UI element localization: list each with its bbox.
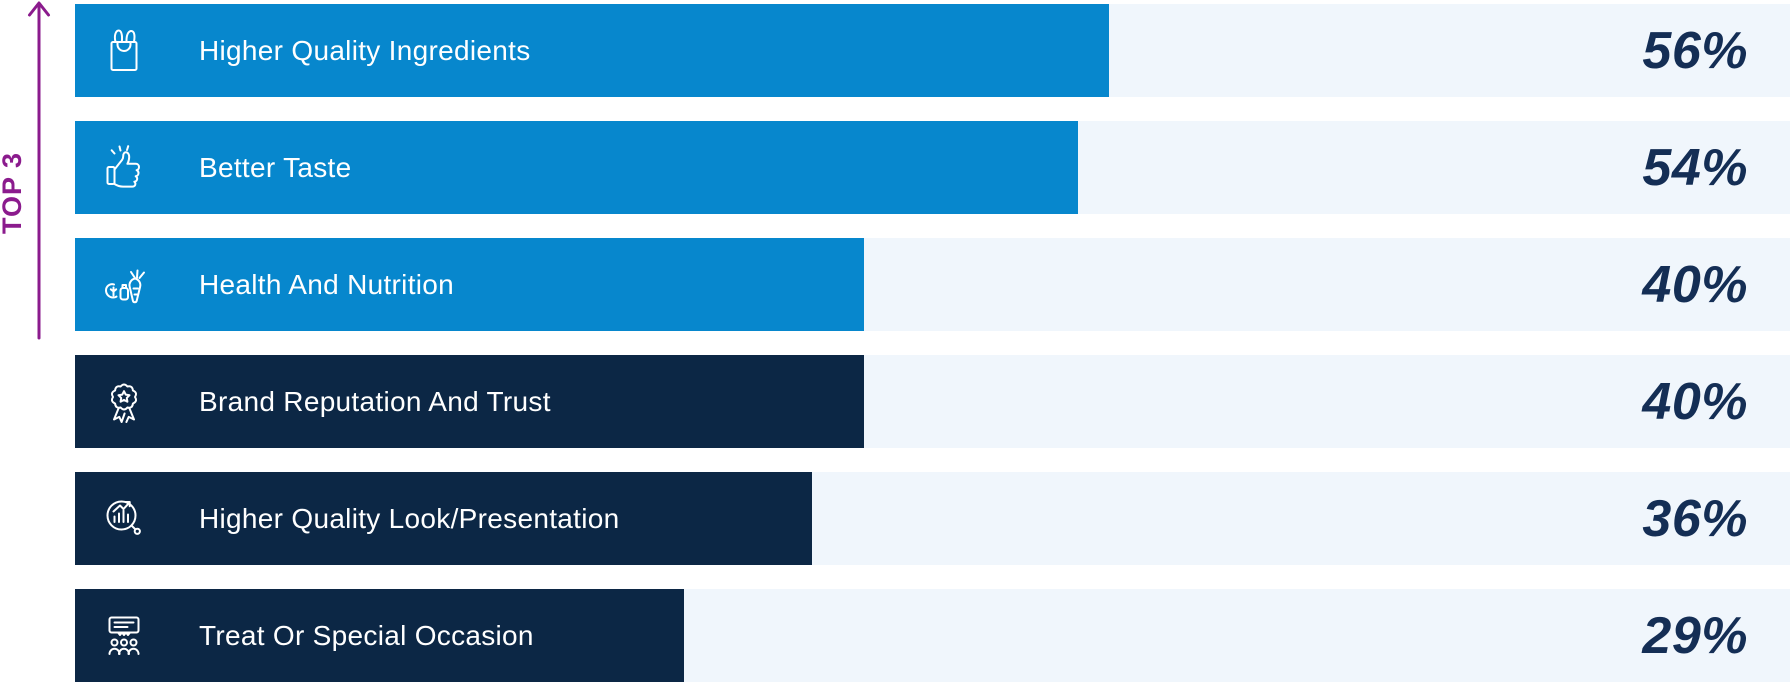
thumbs-up-icon	[100, 144, 148, 192]
value-label: 29%	[1642, 606, 1748, 665]
value-label: 56%	[1642, 21, 1748, 80]
bar: Treat Or Special Occasion	[75, 589, 684, 682]
top3-arrow-icon	[27, 0, 51, 342]
bar-rows: Higher Quality Ingredients 56% Better Ta…	[75, 4, 1790, 696]
presentation-audience-icon	[100, 612, 148, 660]
bar-label: Higher Quality Ingredients	[199, 34, 531, 66]
value-label: 54%	[1642, 138, 1748, 197]
bar-label: Higher Quality Look/Presentation	[199, 502, 620, 534]
bar-row: Health And Nutrition 40%	[75, 238, 1790, 331]
award-ribbon-icon	[100, 378, 148, 426]
bar-row: Higher Quality Ingredients 56%	[75, 4, 1790, 97]
value-label: 40%	[1642, 255, 1748, 314]
bar-row: Brand Reputation And Trust 40%	[75, 355, 1790, 448]
bar-label: Better Taste	[199, 151, 352, 183]
bar: Higher Quality Look/Presentation	[75, 472, 813, 565]
bar: Better Taste	[75, 121, 1079, 214]
value-label: 36%	[1642, 489, 1748, 548]
vegetables-icon	[100, 261, 148, 309]
value-label: 40%	[1642, 372, 1748, 431]
bar-row: Higher Quality Look/Presentation 36%	[75, 472, 1790, 565]
bar: Health And Nutrition	[75, 238, 864, 331]
top3-label: TOP 3	[0, 151, 27, 235]
bar-row: Treat Or Special Occasion 29%	[75, 589, 1790, 682]
shopping-bag-icon	[100, 27, 148, 75]
bar-label: Brand Reputation And Trust	[199, 385, 551, 417]
chart-magnifier-icon	[100, 495, 148, 543]
bar-label: Health And Nutrition	[199, 268, 455, 300]
bar-row: Better Taste 54%	[75, 121, 1790, 214]
bar-label: Treat Or Special Occasion	[199, 619, 534, 651]
bar: Higher Quality Ingredients	[75, 4, 1110, 97]
bar: Brand Reputation And Trust	[75, 355, 864, 448]
